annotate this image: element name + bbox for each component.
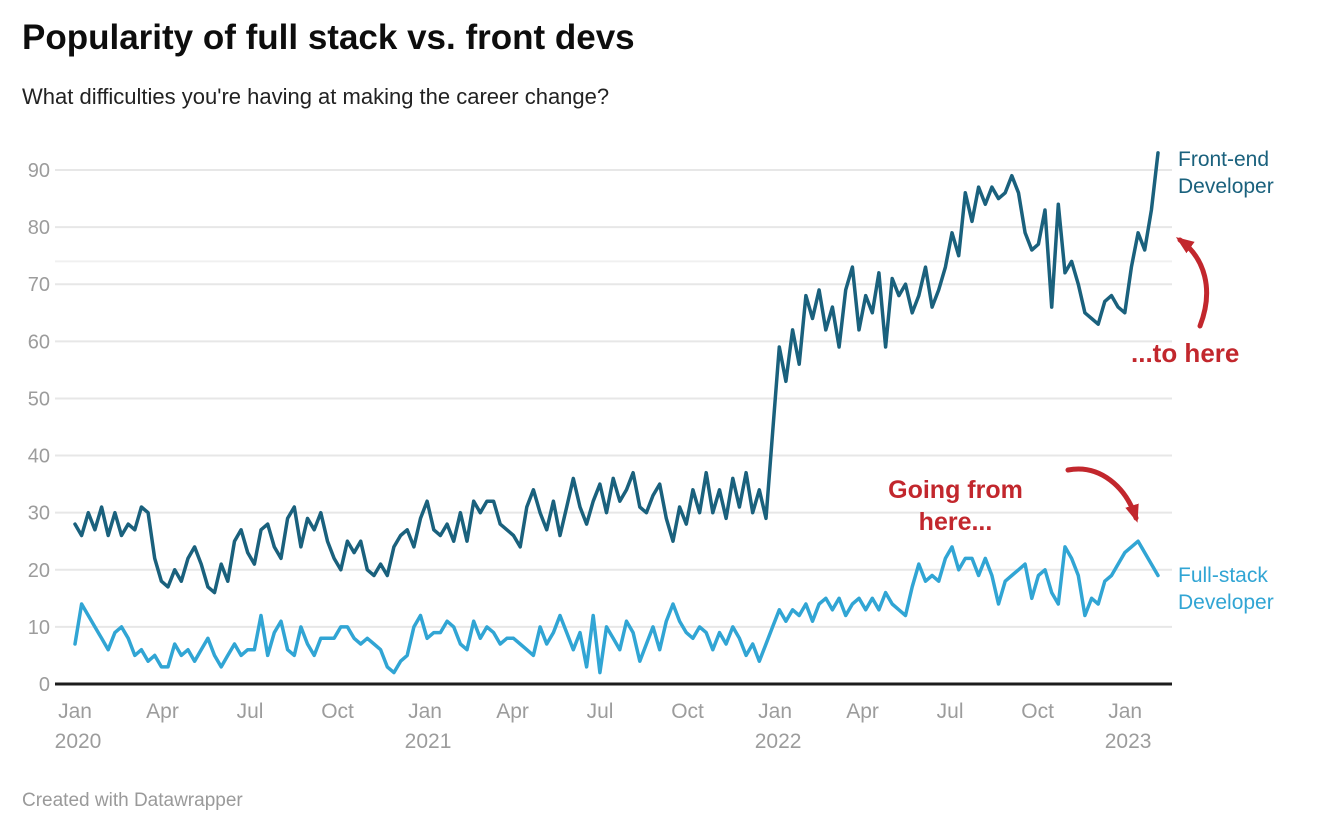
legend-fullstack-line2: Developer — [1178, 591, 1274, 614]
x-axis-year-label: 2023 — [1105, 730, 1152, 753]
x-axis-month-label: Jul — [587, 700, 614, 723]
y-axis-label-90: 90 — [28, 160, 50, 182]
y-axis-label-60: 60 — [28, 331, 50, 353]
frontend-developer-line — [73, 151, 1160, 595]
x-axis-month-label: Oct — [1021, 700, 1054, 723]
y-axis-label-30: 30 — [28, 503, 50, 525]
x-axis-month-label: Jan — [408, 700, 442, 723]
legend-frontend-line1: Front-end — [1178, 148, 1270, 171]
arrow-going-from-icon — [1065, 466, 1139, 523]
y-axis-label-10: 10 — [28, 617, 50, 639]
y-axis-label-50: 50 — [28, 388, 50, 410]
arrow-to-here-icon — [1175, 237, 1209, 329]
x-axis-month-label: Jul — [237, 700, 264, 723]
x-axis-month-label: Jan — [58, 700, 92, 723]
x-axis-year-label: 2021 — [405, 730, 452, 753]
x-axis-month-label: Oct — [321, 700, 354, 723]
y-axis-label-20: 20 — [28, 560, 50, 582]
x-axis-year-label: 2022 — [755, 730, 802, 753]
legend-frontend-developer: Front-end Developer — [1178, 146, 1274, 200]
y-axis-label-0: 0 — [39, 674, 50, 696]
x-axis-month-label: Jul — [937, 700, 964, 723]
annotation-going-from-line2: here... — [918, 508, 993, 536]
x-axis-month-label: Jan — [1108, 700, 1142, 723]
x-axis-month-label: Apr — [846, 700, 879, 723]
x-axis-month-label: Jan — [758, 700, 792, 723]
annotation-going-from-here: Going from here... — [858, 474, 1053, 538]
y-axis-label-40: 40 — [28, 446, 50, 468]
y-axis-label-80: 80 — [28, 217, 50, 239]
datawrapper-credit: Created with Datawrapper — [22, 790, 243, 811]
x-axis-year-label: 2020 — [55, 730, 102, 753]
x-axis-month-label: Apr — [496, 700, 529, 723]
legend-fullstack-developer: Full-stack Developer — [1178, 562, 1274, 616]
legend-frontend-line2: Developer — [1178, 175, 1274, 198]
page-subtitle: What difficulties you're having at makin… — [22, 84, 610, 109]
annotation-to-here: ...to here — [1131, 338, 1240, 368]
page-title: Popularity of full stack vs. front devs — [22, 18, 635, 57]
y-axis-label-70: 70 — [28, 274, 50, 296]
x-axis-month-label: Oct — [671, 700, 704, 723]
fullstack-developer-line — [73, 539, 1160, 675]
x-axis-month-label: Apr — [146, 700, 179, 723]
annotation-going-from-line1: Going from — [888, 476, 1023, 504]
legend-fullstack-line1: Full-stack — [1178, 564, 1268, 587]
